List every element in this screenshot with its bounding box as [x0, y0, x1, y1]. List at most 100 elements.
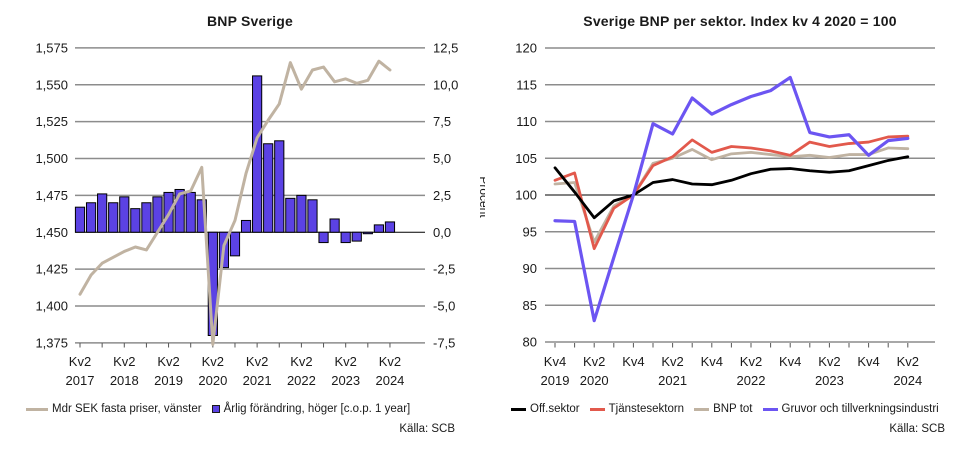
tick-label: 2021	[243, 373, 272, 388]
bnp-sverige-plot: 1,575 12,5 1,550 10,0 1,525 7,5 1,500 5,0 1,475 2…	[35, 40, 485, 388]
tick-label: 105	[515, 151, 537, 166]
bar	[318, 231, 329, 244]
tick-label: 1,475	[35, 188, 68, 203]
tick-label: Kv2	[897, 354, 919, 369]
tick-label: 2018	[110, 373, 139, 388]
tick-label: Kv2	[583, 354, 605, 369]
tick-label: Kv4	[701, 354, 723, 369]
source-note-left: Källa: SCB	[399, 423, 455, 435]
tick-label: 10,0	[433, 77, 458, 92]
bar	[285, 197, 296, 233]
right-axis-label: Procent	[477, 176, 485, 218]
bar	[340, 231, 351, 244]
legend-label: Mdr SEK fasta priser, vänster	[52, 403, 202, 415]
tick-label: 1,575	[35, 40, 68, 55]
chart-panel-bnp-sverige: BNP Sverige 1,575 12,5 1,550 10,0 1,525 7,5 1,…	[26, 13, 485, 435]
tick-label: 115	[516, 77, 537, 92]
bnp-per-sektor-plot: 120 115 110 105 100 95 90 85 80 Kv4 2019 Kv2 2020 Kv4…	[515, 41, 935, 388]
legend-dash-swatch	[589, 407, 605, 411]
line-series-mdr-sek	[78, 59, 392, 346]
chart-title-left: BNP Sverige	[207, 13, 293, 29]
legend-label: Gruvor och tillverkningsindustri	[781, 403, 939, 415]
legend-item-arlig-forandring: Årlig förändring, höger [c.o.p. 1 year]	[211, 403, 411, 415]
bar	[97, 193, 108, 233]
legend-line-swatch	[26, 407, 48, 411]
bar-series-arlig-forandring	[74, 75, 396, 336]
tick-label: 2020	[580, 373, 609, 388]
bar	[307, 199, 318, 233]
tick-label: 2019	[154, 373, 183, 388]
legend-label: Årlig förändring, höger [c.o.p. 1 year]	[223, 403, 411, 415]
tick-label: 85	[523, 298, 537, 313]
tick-label: 12,5	[433, 40, 458, 55]
tick-label: 2020	[198, 373, 227, 388]
legend-item-off-sektor: Off.sektor	[511, 403, 580, 415]
tick-label: 1,500	[35, 151, 68, 166]
tick-label: 1,375	[35, 335, 68, 350]
tick-label: 2022	[287, 373, 316, 388]
chart-title-right: Sverige BNP per sektor. Index kv 4 2020 …	[583, 13, 897, 29]
legend-item-bnp-tot: BNP tot	[694, 403, 753, 415]
tick-label: Kv2	[157, 354, 179, 369]
tick-label: -7,5	[433, 335, 455, 350]
bar	[240, 219, 252, 233]
line-series-0	[553, 155, 910, 220]
legend-item-tjanstesektorn: Tjänstesektorn	[589, 403, 685, 415]
bar	[362, 231, 373, 235]
tick-label: Kv4	[779, 354, 801, 369]
tick-label: Kv2	[290, 354, 312, 369]
bar	[351, 231, 362, 242]
tick-label: Kv4	[544, 354, 566, 369]
legend-item-gruvor: Gruvor och tillverkningsindustri	[762, 403, 939, 415]
tick-label: Kv2	[661, 354, 683, 369]
tick-label: 2,5	[433, 188, 451, 203]
bar	[141, 202, 152, 233]
tick-label: 90	[523, 261, 537, 276]
tick-label: 2024	[375, 373, 404, 388]
tick-label: 1,425	[35, 262, 68, 277]
tick-label: 80	[523, 335, 537, 350]
legend-dash-swatch	[762, 407, 778, 411]
tick-label: Kv2	[202, 354, 224, 369]
tick-label: Kv2	[113, 354, 135, 369]
tick-label: Kv2	[379, 354, 401, 369]
tick-label: 120	[515, 41, 537, 56]
legend-label: Tjänstesektorn	[608, 403, 685, 415]
legend-dash-swatch	[511, 407, 526, 411]
tick-label: 1,450	[35, 225, 68, 240]
bar	[296, 194, 307, 233]
chart-panel-bnp-per-sektor: Sverige BNP per sektor. Index kv 4 2020 …	[485, 0, 970, 463]
legend-right: Off.sektor Tjänstesektorn BNP tot Gruvor…	[511, 403, 939, 415]
tick-label: 2023	[331, 373, 360, 388]
bar	[384, 221, 396, 233]
tick-label: Kv4	[857, 354, 879, 369]
tick-label: -2,5	[433, 262, 455, 277]
bar	[130, 208, 141, 233]
tick-label: 110	[516, 114, 537, 129]
tick-label: -5,0	[433, 299, 455, 314]
tick-label: 100	[515, 188, 537, 203]
legend-label: BNP tot	[713, 403, 753, 415]
legend-item-mdr-sek: Mdr SEK fasta priser, vänster	[26, 403, 202, 415]
bar	[108, 202, 119, 233]
bar	[373, 224, 384, 233]
bar	[185, 191, 196, 233]
tick-label: Kv2	[246, 354, 268, 369]
legend-label: Off.sektor	[530, 403, 580, 415]
legend-square-swatch	[211, 405, 220, 413]
bar	[119, 196, 130, 233]
tick-label: 5,0	[433, 151, 451, 166]
bar	[252, 75, 263, 233]
tick-label: 1,400	[35, 299, 68, 314]
tick-label: Kv2	[740, 354, 762, 369]
tick-label: Kv2	[334, 354, 356, 369]
tick-label: 95	[523, 224, 537, 239]
line-series-1	[553, 134, 910, 251]
tick-label: 2017	[66, 373, 95, 388]
legend-left: Mdr SEK fasta priser, vänster Årlig förä…	[26, 403, 410, 415]
source-note-right: Källa: SCB	[889, 423, 945, 435]
bar	[74, 206, 86, 233]
line-series-2	[553, 146, 910, 244]
bar	[174, 188, 185, 233]
